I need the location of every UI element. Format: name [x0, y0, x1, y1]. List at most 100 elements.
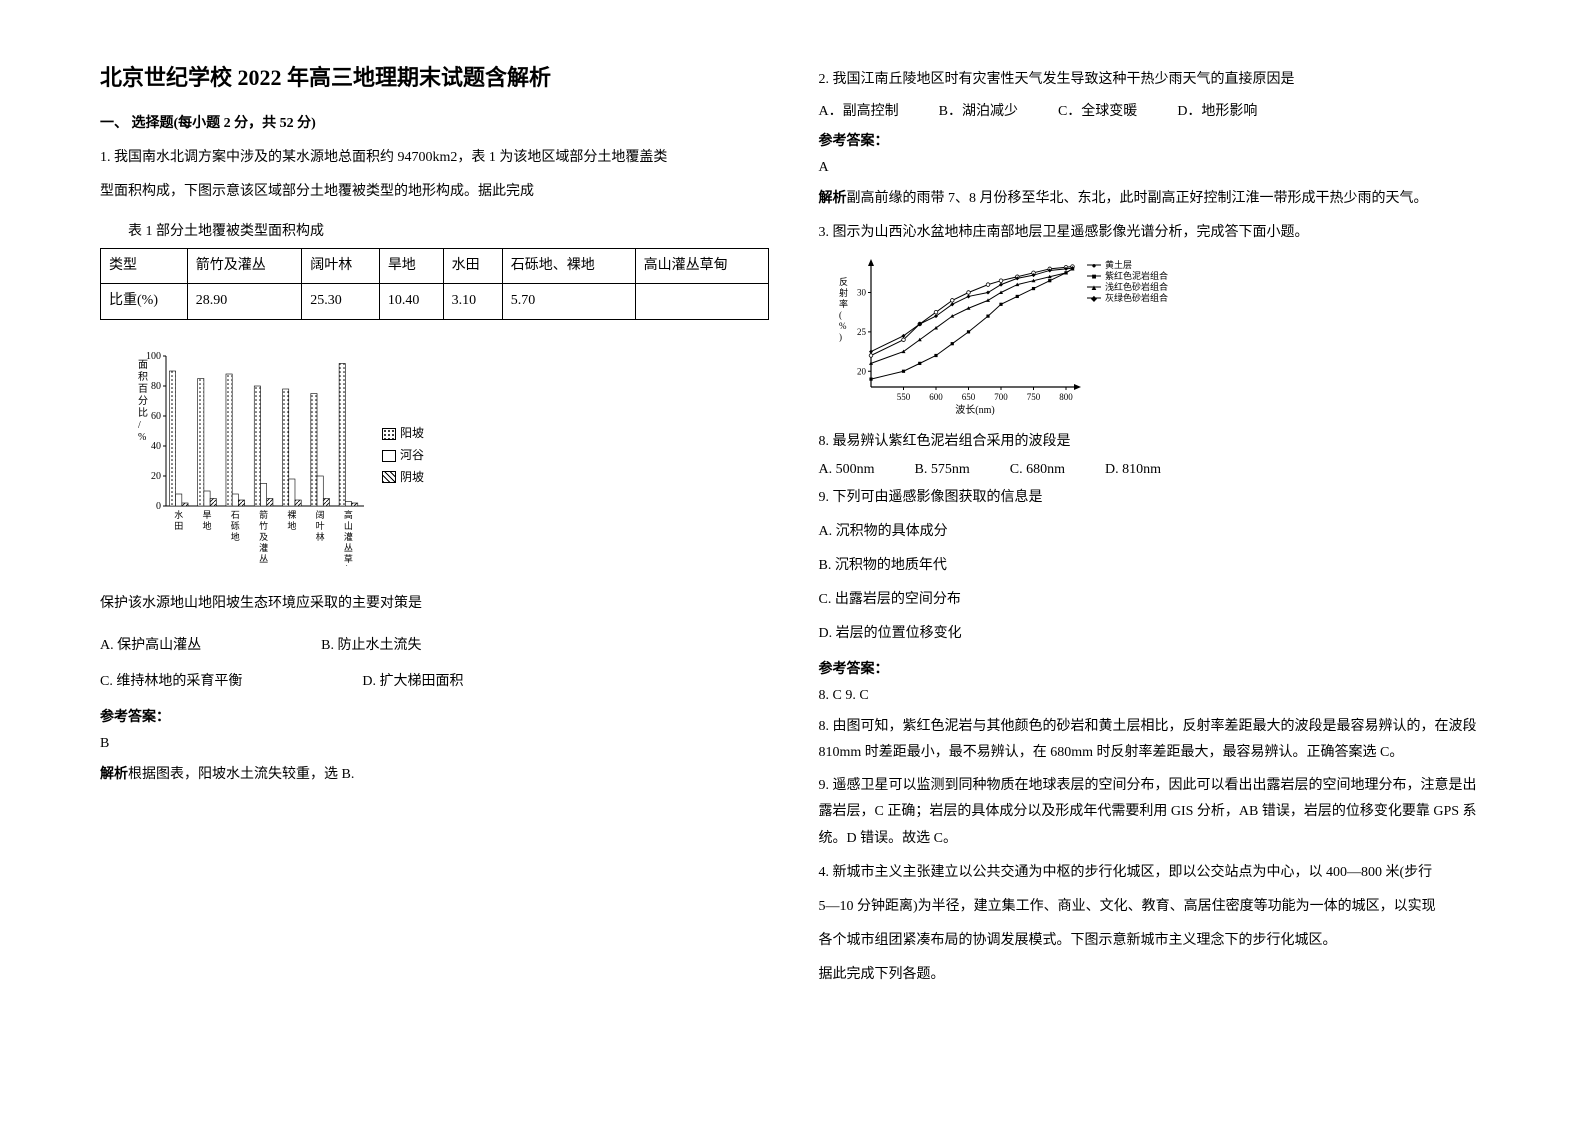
- svg-text:石: 石: [231, 510, 240, 520]
- svg-text:地: 地: [231, 531, 240, 542]
- q1-opt-a: A. 保护高山灌丛: [100, 634, 201, 654]
- q3-explain9: 9. 遥感卫星可以监测到同种物质在地球表层的空间分布，因此可以看出出露岩层的空间…: [819, 773, 1488, 853]
- q2-opt-c: C．全球变暖: [1058, 100, 1137, 120]
- svg-text:裸: 裸: [287, 509, 296, 520]
- q4-l3: 各个城市组团紧凑布局的协调发展模式。下图示意新城市主义理念下的步行化城区。: [819, 927, 1488, 955]
- section-1-header: 一、 选择题(每小题 2 分，共 52 分): [100, 112, 769, 132]
- svg-text:百: 百: [138, 383, 148, 395]
- q1-opts-row1: A. 保护高山灌丛 B. 防止水土流失: [100, 634, 769, 654]
- svg-text:20: 20: [857, 366, 867, 376]
- svg-text:650: 650: [961, 392, 975, 402]
- svg-text:■: ■: [1091, 272, 1096, 281]
- legend-item-yang: 阳坡: [382, 423, 424, 445]
- land-cover-table: 类型 箭竹及灌丛 阔叶林 旱地 水田 石砾地、裸地 高山灌丛草甸 比重(%) 2…: [100, 248, 769, 320]
- svg-text:田: 田: [174, 521, 183, 531]
- col-4: 水田: [443, 249, 502, 284]
- legend-swatch-dots: [382, 428, 396, 440]
- spectral-chart-wrap: 550600650700750800波长(nm)202530反射率(%)●黄土层…: [829, 255, 1488, 420]
- q1-answer-label: 参考答案：: [100, 706, 769, 726]
- svg-text:分: 分: [138, 395, 148, 407]
- q3-answers: 8. C 9. C: [819, 688, 1488, 704]
- svg-text:砾: 砾: [231, 520, 240, 531]
- q3-explain8: 8. 由图可知，紫红色泥岩与其他颜色的砂岩和黄土层相比，反射率差距最大的波段是最…: [819, 714, 1488, 767]
- q1-line1: 1. 我国南水北调方案中涉及的某水源地总面积约 94700km2，表 1 为该地…: [100, 144, 769, 172]
- legend-item-valley: 河谷: [382, 445, 424, 467]
- val-1: 28.90: [187, 284, 301, 319]
- q8-opt-c: C. 680nm: [1010, 462, 1065, 478]
- svg-text:%: %: [138, 432, 146, 443]
- legend-item-yin: 阴坡: [382, 467, 424, 489]
- spectral-chart: 550600650700750800波长(nm)202530反射率(%)●黄土层…: [829, 255, 1189, 415]
- q4-l1: 4. 新城市主义主张建立以公共交通为中枢的步行化城区，即以公交站点为中心，以 4…: [819, 859, 1488, 887]
- val-5: 5.70: [502, 284, 635, 319]
- q9-opt-b: B. 沉积物的地质年代: [819, 552, 1488, 580]
- q1-line2: 型面积构成，下图示意该区域部分土地覆被类型的地形构成。据此完成: [100, 178, 769, 206]
- q2-explain-text: 副高前缘的雨带 7、8 月份移至华北、东北，此时副高正好控制江淮一带形成干热少雨…: [847, 191, 1428, 206]
- q1-prompt: 保护该水源地山地阳坡生态环境应采取的主要对策是: [100, 590, 769, 618]
- svg-text:550: 550: [896, 392, 910, 402]
- row-label: 比重(%): [101, 284, 188, 319]
- q9-text: 9. 下列可由遥感影像图获取的信息是: [819, 484, 1488, 512]
- svg-text:灰绿色砂岩组合: 灰绿色砂岩组合: [1105, 292, 1168, 303]
- q9-opt-c: C. 出露岩层的空间分布: [819, 586, 1488, 614]
- svg-text:750: 750: [1026, 392, 1040, 402]
- col-type: 类型: [101, 249, 188, 284]
- svg-text:面: 面: [138, 360, 148, 371]
- q1-answer: B: [100, 736, 769, 752]
- svg-text:比: 比: [138, 407, 148, 419]
- q4-l2: 5—10 分钟距离)为半径，建立集工作、商业、文化、教育、高居住密度等功能为一体…: [819, 893, 1488, 921]
- bar-chart-wrap: 020406080100面积百分比/%水田旱地石砾地箭竹及灌丛裸地阔叶林高山灌丛…: [130, 346, 424, 566]
- legend-swatch-solid: [382, 450, 396, 462]
- svg-text:600: 600: [929, 392, 943, 402]
- q1-explain-text: 根据图表，阳坡水土流失较重，选 B.: [128, 767, 354, 782]
- svg-text:/: /: [138, 420, 141, 431]
- svg-text:●: ●: [1091, 261, 1096, 270]
- q8-opt-d: D. 810nm: [1105, 462, 1161, 478]
- svg-text:箭: 箭: [259, 509, 268, 520]
- svg-text:波长(nm): 波长(nm): [955, 403, 994, 415]
- svg-text:灌: 灌: [259, 542, 268, 553]
- page-title: 北京世纪学校 2022 年高三地理期末试题含解析: [100, 60, 769, 92]
- legend-label-2: 阴坡: [400, 467, 424, 489]
- q8-opt-a: A. 500nm: [819, 462, 875, 478]
- svg-text:灌: 灌: [344, 531, 353, 542]
- svg-text:山: 山: [344, 521, 353, 531]
- right-column: 2. 我国江南丘陵地区时有灾害性天气发生导致这种干热少雨天气的直接原因是 A．副…: [819, 60, 1488, 1062]
- q1-opt-b: B. 防止水土流失: [321, 634, 421, 654]
- svg-text:积: 积: [138, 371, 148, 383]
- q9-opt-a: A. 沉积物的具体成分: [819, 518, 1488, 546]
- q1-explain-label: 解析: [100, 767, 128, 782]
- q4-l4: 据此完成下列各题。: [819, 961, 1488, 989]
- q3-answer-label: 参考答案：: [819, 658, 1488, 678]
- q2-opt-b: B．湖泊减少: [939, 100, 1018, 120]
- legend-label-1: 河谷: [400, 445, 424, 467]
- q2-text: 2. 我国江南丘陵地区时有灾害性天气发生导致这种干热少雨天气的直接原因是: [819, 66, 1488, 94]
- q1-opt-d: D. 扩大梯田面积: [362, 670, 463, 690]
- val-2: 25.30: [302, 284, 380, 319]
- left-column: 北京世纪学校 2022 年高三地理期末试题含解析 一、 选择题(每小题 2 分，…: [100, 60, 769, 1062]
- q2-opt-d: D．地形影响: [1177, 100, 1257, 120]
- svg-text:30: 30: [857, 287, 867, 297]
- col-3: 旱地: [379, 249, 443, 284]
- col-6: 高山灌丛草甸: [635, 249, 768, 284]
- svg-text:及: 及: [259, 532, 268, 542]
- q1-opts-row2: C. 维持林地的采育平衡 D. 扩大梯田面积: [100, 670, 769, 690]
- q1-explain: 解析根据图表，阳坡水土流失较重，选 B.: [100, 762, 769, 789]
- svg-text:60: 60: [151, 411, 161, 422]
- svg-text:紫红色泥岩组合: 紫红色泥岩组合: [1105, 270, 1168, 281]
- q8-opt-b: B. 575nm: [915, 462, 970, 478]
- q2-options: A．副高控制 B．湖泊减少 C．全球变暖 D．地形影响: [819, 100, 1488, 120]
- bar-chart: 020406080100面积百分比/%水田旱地石砾地箭竹及灌丛裸地阔叶林高山灌丛…: [130, 346, 370, 566]
- svg-text:浅红色砂岩组合: 浅红色砂岩组合: [1105, 281, 1168, 292]
- svg-text:阔: 阔: [316, 509, 325, 520]
- svg-text:25: 25: [857, 326, 867, 336]
- svg-text:700: 700: [994, 392, 1008, 402]
- table-data-row: 比重(%) 28.90 25.30 10.40 3.10 5.70: [101, 284, 769, 319]
- svg-text:20: 20: [151, 471, 161, 482]
- svg-text:旱: 旱: [203, 510, 212, 520]
- table-header-row: 类型 箭竹及灌丛 阔叶林 旱地 水田 石砾地、裸地 高山灌丛草甸: [101, 249, 769, 284]
- svg-text:800: 800: [1059, 392, 1073, 402]
- svg-text:丛: 丛: [344, 543, 353, 553]
- q2-explain-label: 解析: [819, 191, 847, 206]
- svg-text:草: 草: [344, 553, 353, 564]
